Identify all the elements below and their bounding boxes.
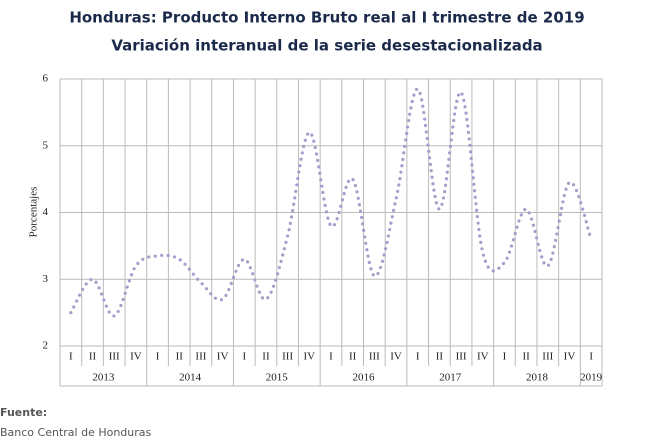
year-label: 2019 xyxy=(580,372,603,384)
x-tick-label: II xyxy=(349,351,357,363)
x-tick-label: II xyxy=(89,351,97,363)
year-label: 2013 xyxy=(92,372,115,384)
x-tick-label: I xyxy=(242,351,246,363)
x-tick-label: IV xyxy=(477,351,489,363)
y-tick-label: 4 xyxy=(43,206,49,218)
x-tick-label: I xyxy=(416,351,420,363)
y-axis-label: Porcentajes xyxy=(28,187,40,238)
x-tick-label: I xyxy=(69,351,73,363)
x-tick-label: IV xyxy=(564,351,576,363)
x-tick-label: IV xyxy=(390,351,402,363)
y-tick-label: 2 xyxy=(43,340,49,352)
x-tick-label: III xyxy=(542,351,553,363)
x-tick-label: IV xyxy=(217,351,229,363)
x-tick-label: II xyxy=(262,351,270,363)
year-label: 2016 xyxy=(353,372,376,384)
chart-subtitle: Variación interanual de la serie desesta… xyxy=(111,37,542,55)
x-tick-label: II xyxy=(176,351,184,363)
year-label: 2015 xyxy=(266,372,289,384)
x-tick-label: IV xyxy=(304,351,316,363)
data-line xyxy=(69,87,593,318)
year-label: 2017 xyxy=(439,372,462,384)
chart-title: Honduras: Producto Interno Bruto real al… xyxy=(69,9,584,27)
year-label: 2014 xyxy=(179,372,202,384)
y-tick-label: 6 xyxy=(43,73,49,85)
y-tick-label: 3 xyxy=(43,273,49,285)
source-label: Fuente: xyxy=(0,406,47,419)
x-tick-label: III xyxy=(456,351,467,363)
x-tick-label: III xyxy=(195,351,206,363)
x-tick-label: III xyxy=(369,351,380,363)
x-tick-label: I xyxy=(156,351,160,363)
x-tick-label: I xyxy=(589,351,593,363)
year-label: 2018 xyxy=(526,372,549,384)
x-tick-label: IV xyxy=(130,351,142,363)
source: Banco Central de Honduras xyxy=(0,426,152,439)
x-tick-label: III xyxy=(109,351,120,363)
x-tick-label: I xyxy=(503,351,507,363)
x-tick-label: III xyxy=(282,351,293,363)
x-tick-label: II xyxy=(436,351,444,363)
y-tick-label: 5 xyxy=(43,139,49,151)
x-tick-label: I xyxy=(329,351,333,363)
x-tick-label: II xyxy=(522,351,530,363)
